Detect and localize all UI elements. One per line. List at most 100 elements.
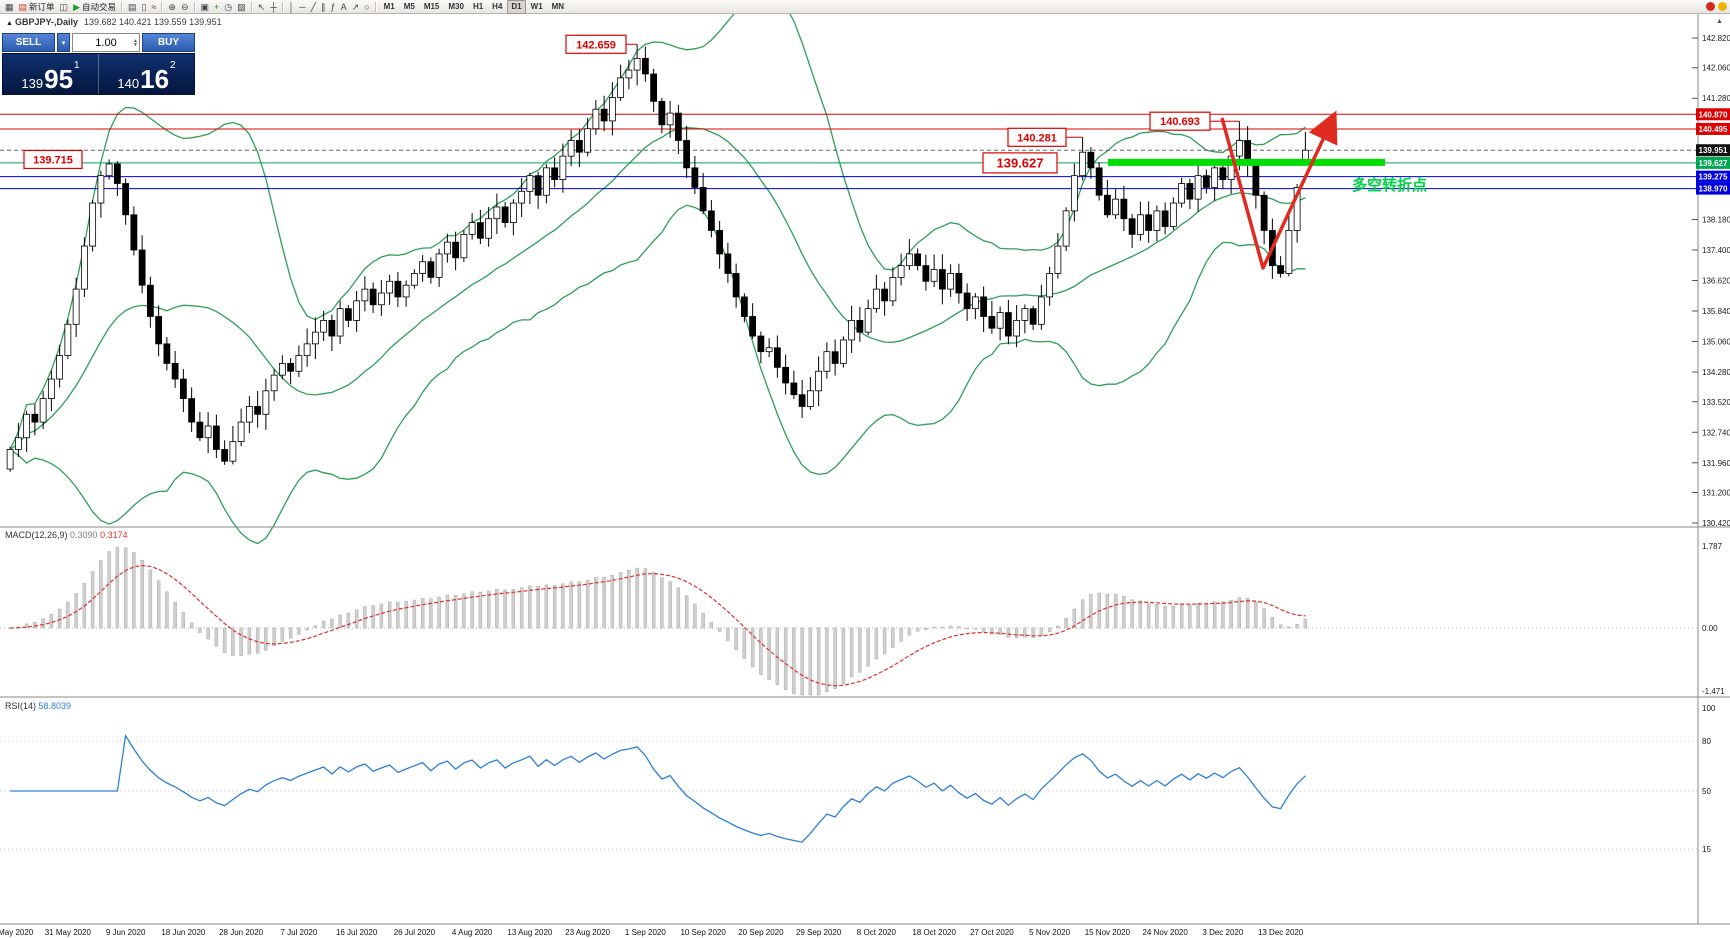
toolbar-separator — [121, 1, 123, 12]
indicators-icon[interactable]: + — [212, 1, 221, 13]
cursor-icon[interactable]: ↖ — [256, 1, 268, 13]
buy-button[interactable]: BUY — [142, 33, 195, 52]
svg-text:138.970: 138.970 — [1699, 185, 1728, 194]
date-axis[interactable]: 21 May 2020 31 May 2020 9 Jun 2020 18 Jun 2… — [0, 928, 1304, 937]
red-v-arrow[interactable] — [1220, 110, 1338, 270]
trendline-icon[interactable]: ╱ — [309, 1, 318, 13]
macd-axis-tick: -1.471 — [1702, 687, 1725, 696]
price-tick: 137.400 — [1702, 246, 1730, 255]
trendline-icon: ╱ — [310, 1, 317, 12]
tile-windows-icon[interactable]: ▣ — [199, 1, 212, 13]
tile-windows-icon: ▣ — [200, 1, 210, 12]
date-tick: 10 Sep 2020 — [680, 928, 726, 937]
zoom-out-icon[interactable]: ⊖ — [179, 1, 191, 13]
zoom-in-icon[interactable]: ⊕ — [166, 1, 178, 13]
scroll-end-icon[interactable]: ▲ — [1716, 18, 1723, 25]
symbol-name: GBPJPY-,Daily — [14, 17, 78, 27]
timeframe-h4-button[interactable]: H4 — [492, 1, 503, 11]
new-order-button: ▤ — [18, 1, 28, 12]
price-badge-140.870: 140.870 — [1696, 108, 1730, 121]
channel-icon[interactable]: ∥ — [319, 1, 328, 13]
ask-pips: 16 — [140, 63, 170, 94]
sell-button[interactable]: SELL — [2, 33, 55, 52]
timeframe-mn-button[interactable]: MN — [551, 1, 565, 11]
svg-text:139.627: 139.627 — [997, 156, 1044, 171]
auto-trading-button-label: 自动交易 — [81, 1, 116, 12]
line-chart-icon[interactable]: ≈ — [149, 1, 158, 13]
price-tick: 141.280 — [1702, 94, 1730, 103]
one-click-trade-panel: SELL ▾ 1.00 ▲ ▼ BUY 139 95 1 140 16 2 — [2, 33, 195, 95]
ask-price: 140 16 2 — [98, 54, 194, 94]
new-chart-icon[interactable]: ▦ — [3, 1, 16, 13]
price-label-140.693[interactable]: 140.693 — [1149, 111, 1240, 131]
horizontal-line-icon[interactable]: ─ — [297, 1, 307, 13]
auto-trading-button[interactable]: ▶ 自动交易 — [71, 1, 118, 13]
price-label-142.659[interactable]: 142.659 — [565, 34, 638, 54]
horizontal-line-icon: ─ — [299, 1, 306, 12]
bollinger-bands — [9, 14, 1306, 545]
price-axis[interactable]: 142.820 142.060 141.280 138.180 137.400 136.6… — [1692, 34, 1730, 528]
vertical-line-icon: │ — [288, 1, 295, 12]
chart-windows-icon: ◫ — [59, 1, 69, 12]
bar-chart-icon[interactable]: ▤ — [126, 1, 139, 13]
price-tick: 131.200 — [1702, 488, 1730, 497]
ohlc-values: 139.682 140.421 139.559 139.951 — [83, 17, 222, 27]
ask-pipette: 2 — [170, 60, 176, 71]
text-icon[interactable]: A — [339, 1, 349, 13]
zoom-out-icon: ⊖ — [180, 1, 189, 12]
crosshair-icon[interactable]: ┼ — [268, 1, 278, 13]
price-tick: 130.420 — [1702, 519, 1730, 528]
turning-point-note[interactable]: 多空转折点 — [1352, 176, 1427, 194]
fibonacci-icon[interactable]: ƒ — [329, 1, 338, 13]
price-label-139.715[interactable]: 139.715 — [23, 149, 83, 170]
price-label-139.627[interactable]: 139.627 — [982, 152, 1058, 174]
templates-icon[interactable]: ▨ — [235, 1, 248, 13]
ask-main: 140 — [117, 76, 140, 91]
chart-title: ▲ GBPJPY-,Daily 139.682 140.421 139.559 13… — [6, 17, 222, 27]
svg-text:142.659: 142.659 — [576, 39, 616, 51]
timeframe-m30-button[interactable]: M30 — [448, 1, 464, 11]
app-logo-red-icon — [1706, 2, 1715, 11]
volume-input[interactable]: 1.00 ▲ ▼ — [72, 33, 140, 52]
timeframe-d1-button[interactable]: D1 — [507, 0, 526, 14]
chart-canvas[interactable]: 142.820 142.060 141.280 138.180 137.400 136.6… — [0, 14, 1730, 938]
macd-histogram — [8, 547, 1308, 696]
new-order-button[interactable]: ▤ 新订单 — [17, 1, 57, 13]
timeframe-m15-button[interactable]: M15 — [423, 1, 440, 11]
bid-ask-display: 139 95 1 140 16 2 — [2, 53, 195, 95]
timeframe-m1-button[interactable]: M1 — [383, 1, 395, 11]
shapes-icon[interactable]: ○ — [362, 1, 371, 13]
horizontal-level-lines[interactable] — [0, 113, 1698, 190]
order-type-dropdown[interactable]: ▾ — [57, 33, 70, 52]
date-tick: 29 Sep 2020 — [796, 928, 842, 937]
volume-down-icon[interactable]: ▼ — [133, 41, 138, 48]
rsi-axis-tick: 50 — [1702, 787, 1711, 796]
chart-windows-icon[interactable]: ◫ — [58, 1, 71, 13]
volume-value: 1.00 — [95, 36, 117, 49]
toolbar-separator — [193, 1, 196, 12]
date-tick: 26 Jul 2020 — [394, 928, 436, 937]
date-tick: 16 Jul 2020 — [336, 928, 378, 937]
timeframe-m5-button[interactable]: M5 — [403, 1, 415, 11]
arrows-icon: ↗ — [351, 1, 360, 12]
periods-icon[interactable]: ◷ — [222, 1, 234, 13]
svg-text:140.693: 140.693 — [1160, 116, 1200, 128]
arrows-icon[interactable]: ↗ — [350, 1, 362, 13]
svg-text:RSI(14) 58.8039: RSI(14) 58.8039 — [5, 701, 71, 711]
candlestick-chart-icon[interactable]: ▯ — [140, 1, 149, 13]
toolbar-separator — [374, 1, 377, 12]
vertical-line-icon[interactable]: │ — [287, 1, 297, 13]
bid-pipette: 1 — [74, 60, 80, 71]
toolbar-separator — [281, 1, 284, 12]
price-label-140.281[interactable]: 140.281 — [1007, 127, 1083, 147]
volume-up-icon[interactable]: ▲ — [133, 37, 138, 44]
date-tick: 28 Jun 2020 — [219, 928, 264, 937]
date-tick: 20 Sep 2020 — [738, 928, 784, 937]
timeframe-h1-button[interactable]: H1 — [472, 1, 484, 11]
timeframe-w1-button[interactable]: W1 — [530, 1, 543, 11]
bid-main: 139 — [21, 76, 44, 91]
date-tick: 8 Oct 2020 — [857, 928, 897, 937]
volume-stepper[interactable]: ▲ ▼ — [133, 35, 138, 50]
date-tick: 3 Dec 2020 — [1202, 928, 1243, 937]
svg-text:140.495: 140.495 — [1699, 125, 1728, 134]
